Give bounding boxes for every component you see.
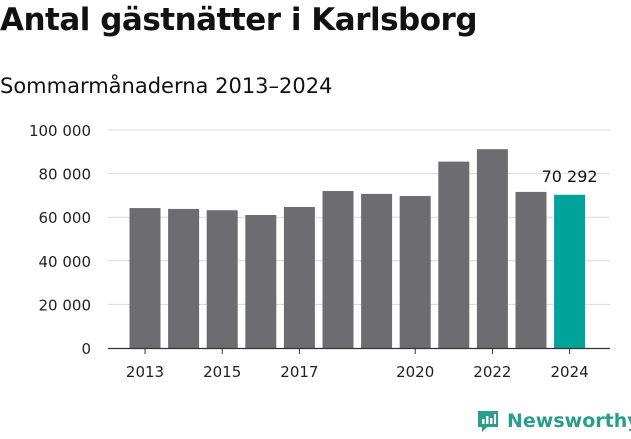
chart-subtitle: Sommarmånaderna 2013–2024 <box>0 74 333 98</box>
bar <box>476 149 508 348</box>
brand-name: Newsworthy <box>507 410 631 432</box>
bar <box>515 191 547 348</box>
y-tick-label: 80 000 <box>39 166 92 184</box>
bar-data-label: 70 292 <box>542 167 598 186</box>
bar <box>438 161 470 348</box>
bar-chart: 0 20 000 40 000 60 000 80 000 100 000 2013 2015… <box>29 122 610 381</box>
bar <box>283 206 315 348</box>
x-tick-label: 2017 <box>280 363 318 381</box>
bar <box>554 194 586 348</box>
bar <box>168 208 200 348</box>
bar <box>399 196 431 348</box>
x-tick-label: 2020 <box>396 363 434 381</box>
x-tick-label: 2013 <box>126 363 164 381</box>
x-tick-label: 2022 <box>473 363 511 381</box>
bar <box>322 191 354 348</box>
chart-title: Antal gästnätter i Karlsborg <box>0 2 478 38</box>
x-tick-label: 2015 <box>203 363 241 381</box>
y-tick-label: 60 000 <box>39 209 92 227</box>
newsworthy-logo: Newsworthy <box>475 408 631 434</box>
bar <box>245 215 277 348</box>
x-tick-label: 2024 <box>551 363 589 381</box>
y-tick-label: 40 000 <box>39 253 92 271</box>
newsworthy-logo-icon <box>478 411 498 432</box>
bar <box>129 208 161 348</box>
y-tick-label: 100 000 <box>29 122 91 140</box>
y-tick-label: 0 <box>81 340 91 358</box>
bar <box>206 210 238 348</box>
bar <box>361 193 393 348</box>
y-tick-label: 20 000 <box>39 296 92 314</box>
